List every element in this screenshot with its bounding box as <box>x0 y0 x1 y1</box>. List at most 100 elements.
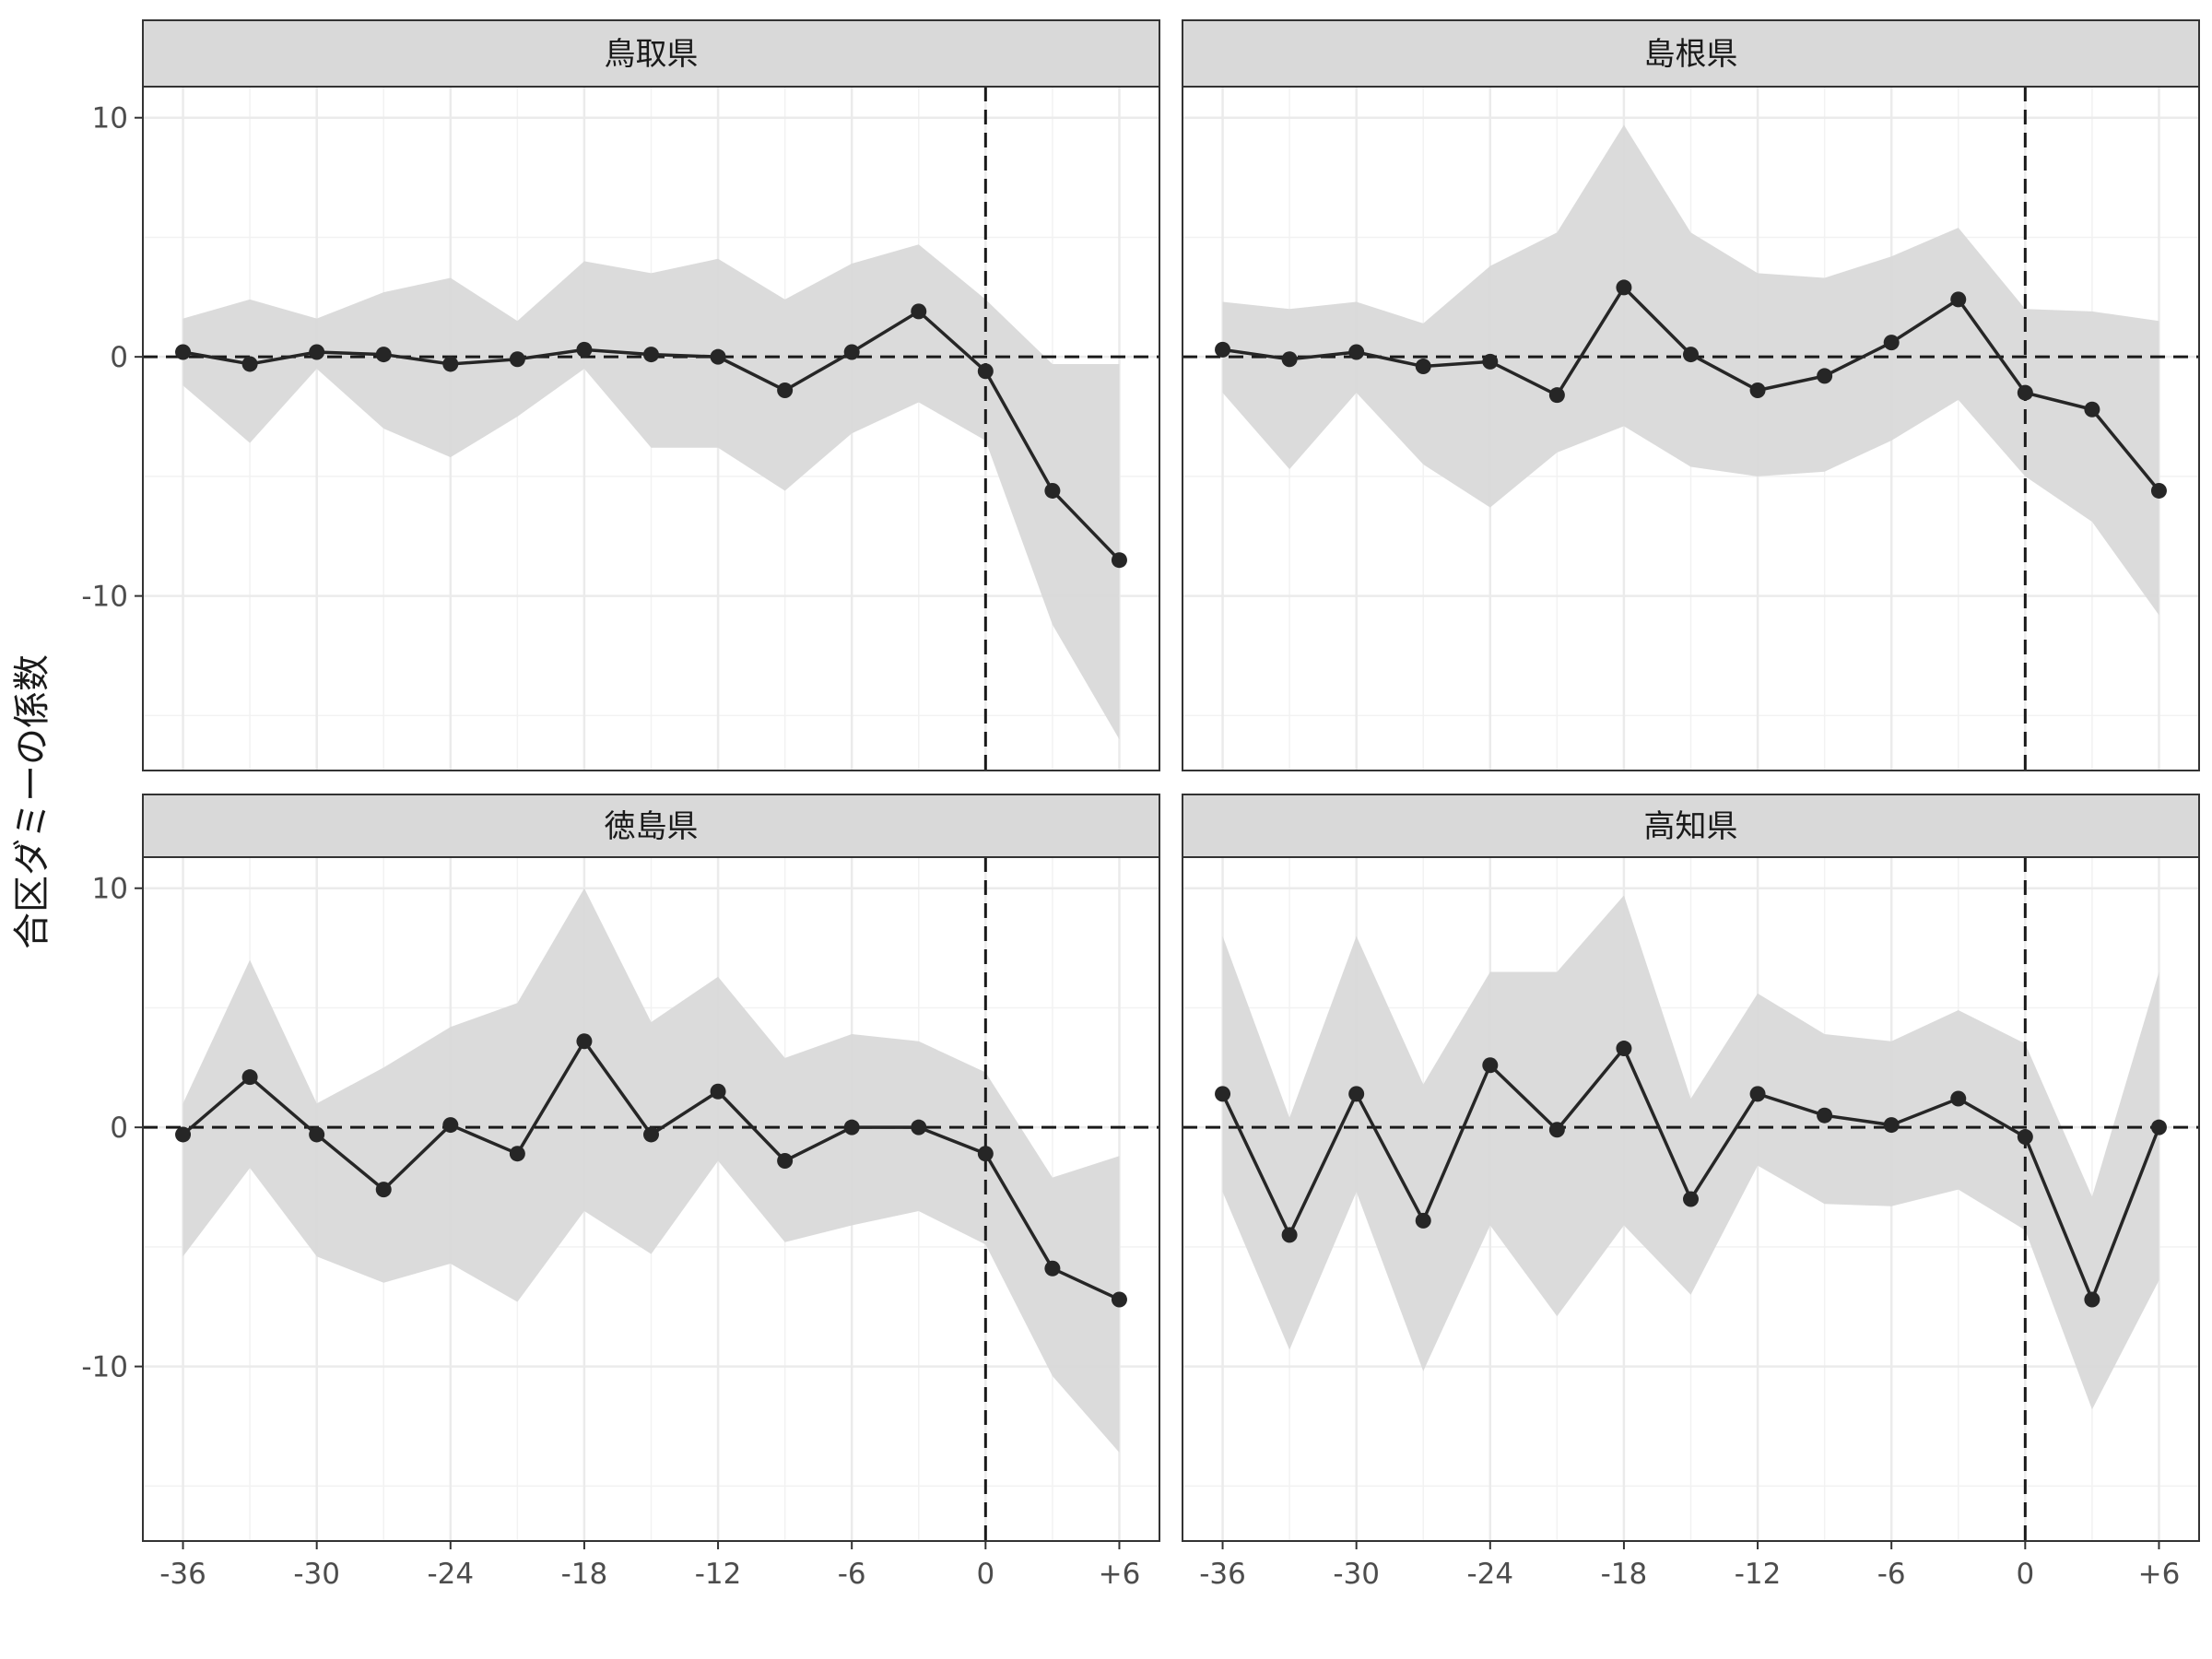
y-tick-label: -10 <box>81 581 128 614</box>
data-point <box>2017 1129 2033 1146</box>
data-point <box>241 356 258 372</box>
data-point <box>710 1083 726 1100</box>
x-tick-label: -30 <box>1333 1558 1380 1591</box>
data-point <box>1415 1212 1431 1229</box>
data-point <box>643 347 659 363</box>
data-point <box>911 1119 927 1135</box>
confidence-ribbon <box>182 888 1120 1453</box>
y-tick-label: 0 <box>110 1112 128 1145</box>
y-tick-label: 10 <box>92 873 128 906</box>
panel-border <box>142 86 1160 771</box>
data-point <box>175 344 192 360</box>
data-point <box>576 1033 593 1050</box>
y-tick-label: 0 <box>110 341 128 374</box>
data-point <box>1548 1122 1565 1138</box>
facet-strip <box>142 794 1160 858</box>
x-tick-label: -36 <box>1199 1558 1246 1591</box>
y-tick-label: -10 <box>81 1351 128 1384</box>
facet-strip-label: 島根県 <box>1644 36 1738 73</box>
x-tick-label: -12 <box>695 1558 742 1591</box>
data-point <box>1817 1107 1833 1124</box>
data-point <box>1749 1086 1766 1102</box>
x-tick-label: -12 <box>1735 1558 1782 1591</box>
facet-strip <box>1182 794 2200 858</box>
confidence-ribbon <box>182 244 1120 740</box>
x-tick-label: -6 <box>1877 1558 1906 1591</box>
data-point <box>1482 353 1499 370</box>
data-point <box>1111 1291 1127 1308</box>
data-point <box>843 344 860 360</box>
y-tick-label: 10 <box>92 102 128 135</box>
data-point <box>241 1069 258 1086</box>
data-point <box>309 1126 325 1143</box>
data-point <box>309 344 325 360</box>
data-point <box>1950 1090 1967 1107</box>
x-tick-label: -24 <box>1466 1558 1513 1591</box>
data-point <box>375 347 392 363</box>
data-point <box>1883 335 1900 351</box>
data-point <box>2084 1291 2100 1308</box>
x-tick-label: -6 <box>838 1558 866 1591</box>
data-point <box>576 341 593 358</box>
x-tick-label: -18 <box>1601 1558 1648 1591</box>
x-tick-label: +6 <box>1099 1558 1141 1591</box>
data-point <box>1044 1260 1061 1277</box>
data-point <box>710 348 726 365</box>
facet-strip-label: 鳥取県 <box>605 36 699 73</box>
panel-border <box>1182 86 2200 771</box>
data-point <box>1348 1086 1365 1102</box>
data-point <box>509 1146 525 1162</box>
data-point <box>1616 1041 1632 1057</box>
panel-border <box>1182 856 2200 1542</box>
data-point <box>509 351 525 368</box>
data-point <box>442 356 459 372</box>
data-point <box>1616 279 1632 296</box>
data-point <box>2084 401 2100 418</box>
x-tick-label: 0 <box>2016 1558 2034 1591</box>
x-tick-label: -30 <box>293 1558 340 1591</box>
data-point <box>1281 351 1298 368</box>
data-point <box>1548 387 1565 404</box>
data-point <box>1950 291 1967 308</box>
x-tick-label: -18 <box>561 1558 608 1591</box>
data-point <box>2017 384 2033 401</box>
data-point <box>977 1146 994 1162</box>
data-point <box>1044 482 1061 499</box>
data-point <box>843 1119 860 1135</box>
data-point <box>1817 368 1833 384</box>
confidence-ribbon <box>1222 124 2159 616</box>
data-point <box>1348 344 1365 360</box>
data-point <box>1281 1227 1298 1243</box>
x-tick-label: -24 <box>427 1558 474 1591</box>
data-point <box>375 1182 392 1198</box>
data-point <box>977 363 994 380</box>
x-tick-label: 0 <box>976 1558 994 1591</box>
data-point <box>1482 1057 1499 1074</box>
facet-strip-label: 高知県 <box>1644 808 1738 845</box>
data-point <box>1215 1086 1231 1102</box>
data-point <box>175 1126 192 1143</box>
data-point <box>911 303 927 320</box>
data-point <box>777 1152 794 1169</box>
facet-strip-label: 徳島県 <box>605 808 699 845</box>
data-point <box>1683 347 1699 363</box>
facet-strip <box>1182 19 2200 88</box>
data-point <box>643 1126 659 1143</box>
x-tick-label: -36 <box>159 1558 206 1591</box>
facet-strip <box>142 19 1160 88</box>
data-point <box>777 382 794 398</box>
data-point <box>1215 341 1231 358</box>
data-point <box>1749 382 1766 398</box>
data-point <box>1883 1117 1900 1134</box>
data-point <box>442 1117 459 1134</box>
data-point <box>1683 1191 1699 1207</box>
data-point <box>2150 482 2167 499</box>
confidence-ribbon <box>1222 895 2159 1410</box>
data-point <box>2150 1119 2167 1135</box>
x-tick-label: +6 <box>2138 1558 2181 1591</box>
data-point <box>1415 359 1431 375</box>
y-axis-title: 合区ダミーの係数 <box>11 654 53 949</box>
data-point <box>1111 552 1127 569</box>
panel-border <box>142 856 1160 1542</box>
